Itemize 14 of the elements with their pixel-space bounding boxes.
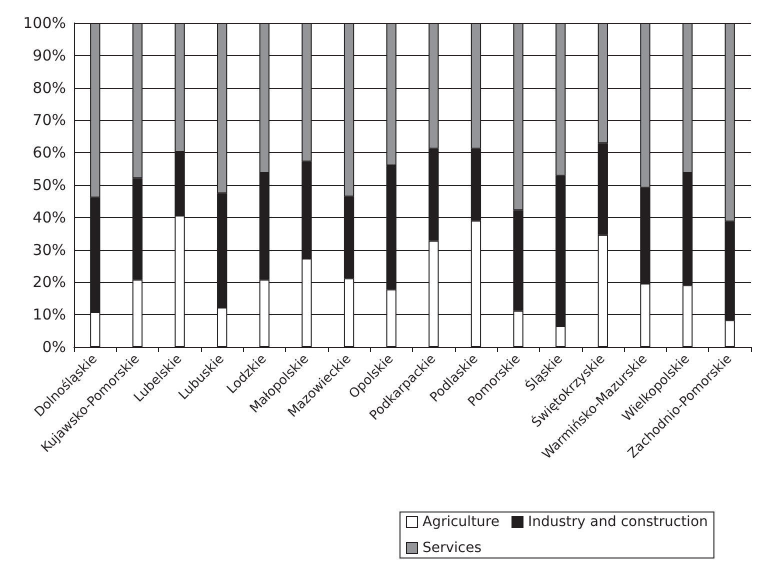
y-tick-label: 70% (32, 111, 66, 130)
y-tick-label: 0% (42, 338, 66, 356)
legend-label: Industry and construction (528, 514, 708, 530)
legend-label: Services (422, 540, 482, 556)
y-tick-label: 90% (32, 46, 66, 64)
y-tick-label: 100% (23, 14, 66, 32)
y-tick-label: 40% (32, 208, 66, 226)
legend-label: Agriculture (422, 514, 500, 530)
y-tick-label: 10% (32, 306, 66, 324)
y-tick-label: 50% (32, 176, 66, 194)
y-tick-label: 60% (32, 144, 66, 162)
y-tick-label: 20% (32, 273, 66, 292)
y-tick-label: 30% (32, 240, 66, 259)
y-tick-label: 80% (32, 78, 66, 97)
